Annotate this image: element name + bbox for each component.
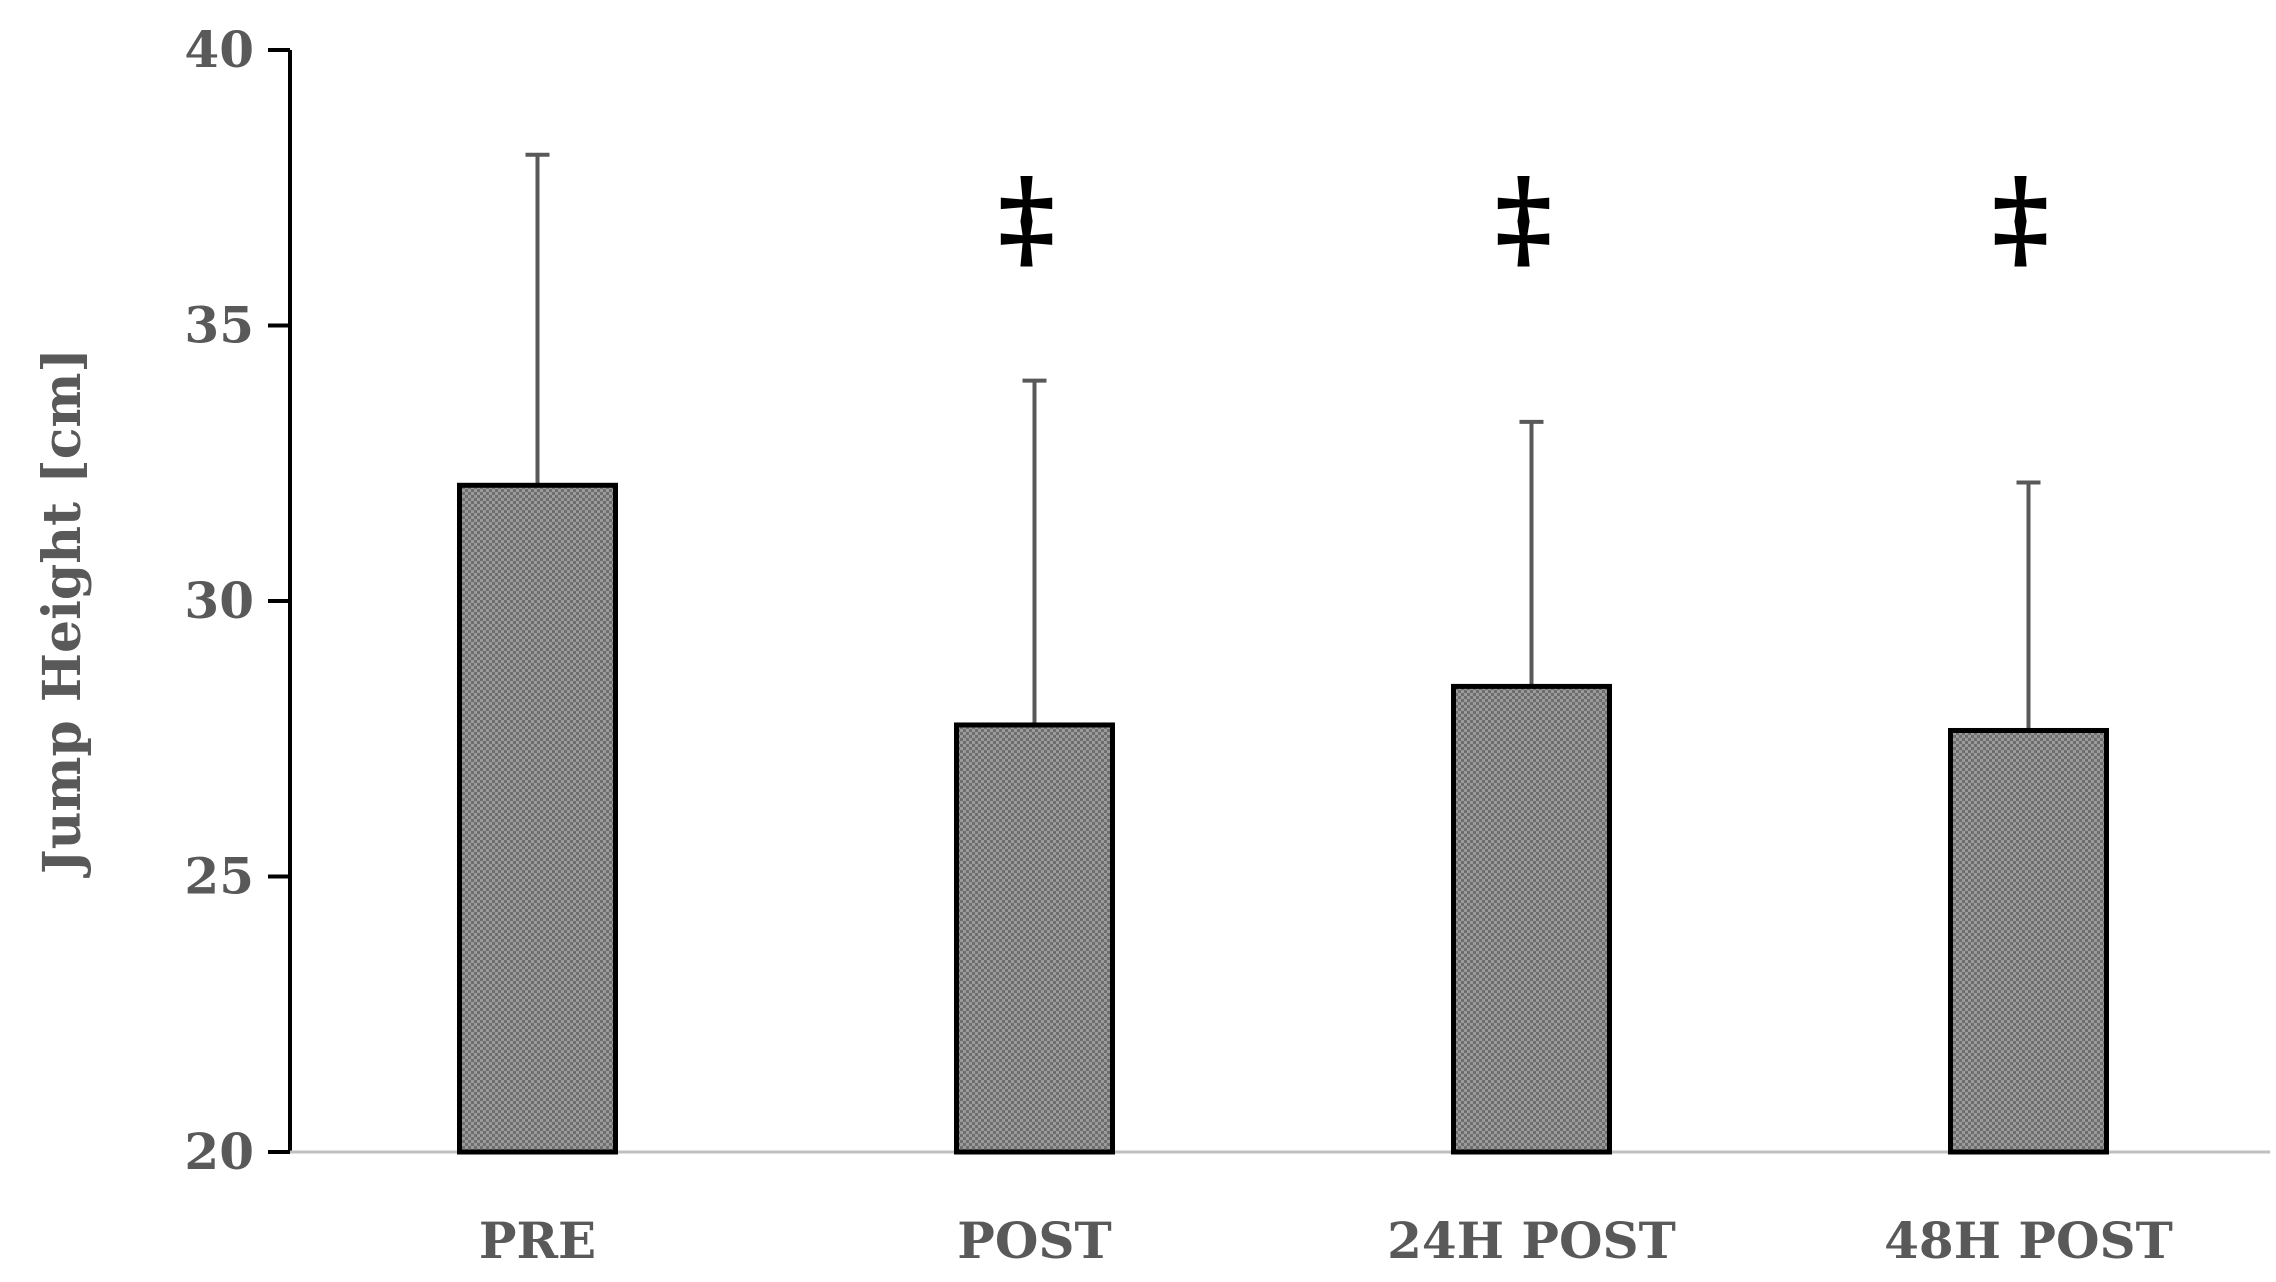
bar-post — [954, 722, 1115, 1155]
significance-marks: ‡ ‡ ‡ — [998, 153, 2050, 282]
significance-mark: ‡ — [1992, 153, 2050, 282]
significance-mark: ‡ — [998, 153, 1056, 282]
bar-pre — [457, 482, 618, 1155]
bar-48h-post — [1948, 727, 2109, 1155]
x-tick-label: PRE — [479, 1211, 596, 1270]
x-tick-label: 24H POST — [1387, 1211, 1676, 1270]
significance-mark: ‡ — [1495, 153, 1553, 282]
y-tick-label: 25 — [184, 847, 254, 906]
y-tick-label: 40 — [184, 20, 254, 79]
bars — [457, 482, 2109, 1155]
y-tick-label: 20 — [184, 1122, 254, 1181]
y-axis-title: Jump Height [cm] — [32, 348, 93, 878]
x-tick-label: POST — [957, 1211, 1111, 1270]
x-tick-label: 48H POST — [1884, 1211, 2173, 1270]
bar-24h-post — [1451, 683, 1612, 1155]
y-tick-label: 35 — [184, 296, 254, 355]
error-bars — [525, 152, 2041, 731]
y-axis: 20 25 30 35 40 — [184, 20, 2270, 1181]
y-tick-label: 30 — [184, 571, 254, 630]
x-axis-labels: PRE POST 24H POST 48H POST — [479, 1211, 2173, 1270]
